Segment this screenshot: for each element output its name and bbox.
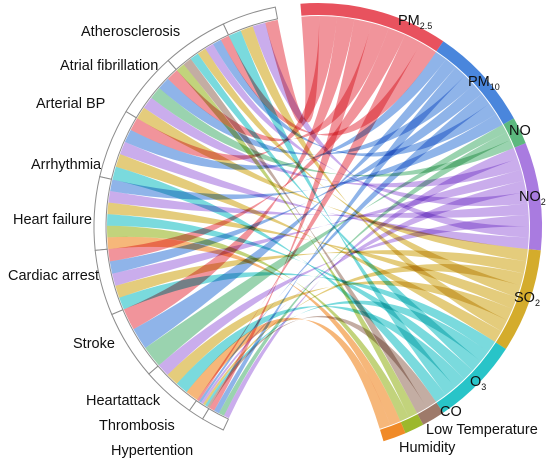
arc-no2	[514, 143, 543, 251]
ribbon-lowtemp-atrial_fibrillation	[176, 64, 418, 418]
labels-layer: Atherosclerosis Atrial fibrillation Arte…	[8, 13, 546, 459]
label-thrombosis: Thrombosis	[99, 418, 175, 434]
ribbon-pm25-thrombosis	[197, 34, 421, 402]
label-heartattack: Heartattack	[86, 393, 161, 409]
arc-hypertention	[201, 408, 230, 431]
label-co: CO	[440, 404, 462, 420]
arc-lowtemp	[400, 414, 424, 434]
arc-so2	[495, 249, 541, 349]
arc-o3	[436, 342, 506, 413]
ribbons-layer	[106, 15, 530, 429]
ribbon-so2-arrhythmia	[115, 154, 502, 342]
label-cardiac-arrest: Cardiac arrest	[8, 268, 99, 284]
arc-heart_failure	[93, 176, 112, 251]
arc-arterial_bp	[125, 59, 177, 119]
label-heart-failure: Heart failure	[13, 212, 92, 228]
arc-thrombosis	[188, 400, 210, 420]
arc-pm10	[436, 41, 514, 125]
label-low-temperature: Low Temperature	[426, 422, 538, 438]
label-hypertention: Hypertention	[111, 443, 193, 459]
arc-atherosclerosis	[222, 6, 279, 36]
ribbon-so2-cardiac_arrest	[115, 250, 527, 298]
label-stroke: Stroke	[73, 336, 115, 352]
arcs-layer	[93, 3, 543, 442]
ribbon-o3-atherosclerosis	[228, 30, 456, 395]
label-arterial-bp: Arterial BP	[36, 96, 105, 112]
label-pm25: PM2.5	[398, 13, 432, 31]
label-so2: SO2	[514, 290, 540, 308]
ribbon-co-atrial_fibrillation	[183, 58, 427, 414]
ribbon-humidity-heart_failure	[107, 236, 401, 426]
ribbon-o3-heartattack	[176, 306, 465, 393]
ribbon-no2-atherosclerosis	[252, 22, 530, 238]
ribbon-pm10-cardiac_arrest	[109, 84, 482, 274]
arc-cardiac_arrest	[94, 248, 124, 316]
ribbon-pm25-atherosclerosis	[265, 15, 320, 124]
label-o3: O3	[470, 374, 486, 392]
arc-no	[503, 118, 526, 148]
arc-pm25	[300, 3, 444, 52]
ribbon-so2-heart_failure	[107, 202, 517, 309]
ribbon-humidity-heartattack	[186, 317, 391, 429]
label-humidity: Humidity	[399, 440, 456, 456]
label-arrhythmia: Arrhythmia	[31, 157, 102, 173]
ribbon-so2-arterial_bp	[137, 107, 528, 262]
ribbon-no2-atrial_fibrillation	[205, 44, 528, 207]
arc-stroke	[111, 309, 159, 375]
ribbon-o3-atrial_fibrillation	[190, 53, 481, 371]
label-no2: NO2	[519, 189, 546, 207]
ribbon-no2-arterial_bp	[143, 97, 522, 188]
label-atrial-fibrillation: Atrial fibrillation	[60, 58, 158, 74]
label-pm10: PM10	[468, 74, 500, 92]
arc-heartattack	[148, 365, 198, 412]
arc-arrhythmia	[99, 110, 137, 180]
ribbon-pm10-heart_failure	[110, 114, 503, 200]
ribbon-no2-arrhythmia	[120, 141, 529, 250]
ribbon-pm25-arterial_bp	[167, 23, 389, 142]
ribbon-no-stroke	[145, 124, 507, 366]
ribbon-pm10-stroke	[133, 59, 456, 349]
ribbon-pm10-atrial_fibrillation	[213, 39, 497, 157]
ribbon-pm25-hypertention	[209, 19, 372, 411]
arc-atrial_fibrillation	[167, 23, 230, 71]
arc-humidity	[380, 422, 406, 442]
label-atherosclerosis: Atherosclerosis	[81, 24, 180, 40]
label-no: NO	[509, 123, 531, 139]
arc-co	[417, 402, 444, 425]
